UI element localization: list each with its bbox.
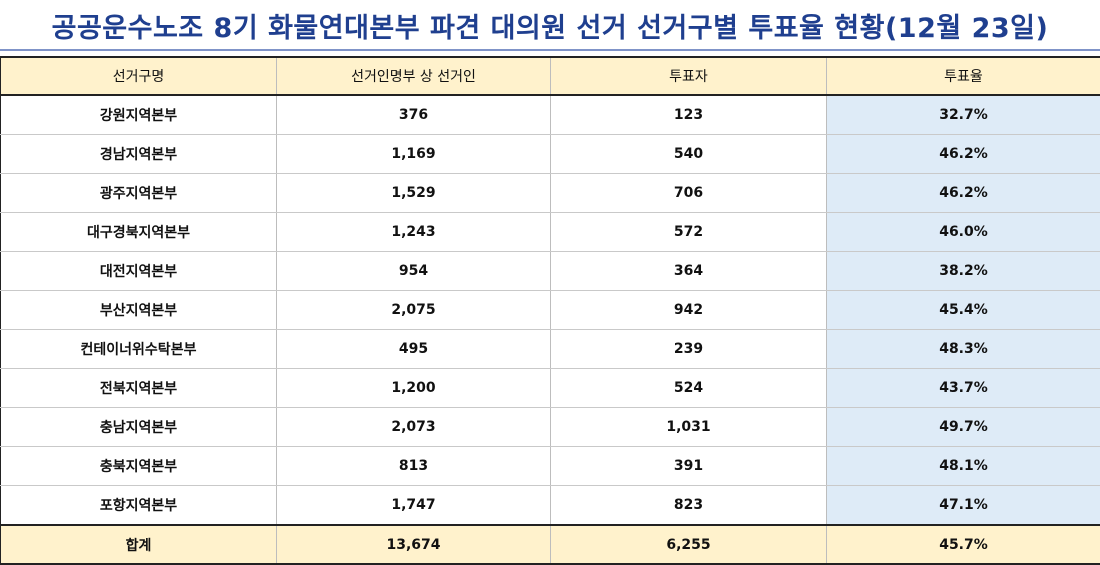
turnout-rate-cell: 46.2% [827, 174, 1100, 213]
header-turnout-rate: 투표율 [827, 57, 1100, 95]
header-district: 선거구명 [1, 57, 277, 95]
registered-voters-cell: 1,200 [277, 369, 551, 408]
voted-cell: 239 [551, 330, 827, 369]
table-row: 충북지역본부 813 391 48.1% [1, 447, 1100, 486]
district-cell: 대전지역본부 [1, 252, 277, 291]
registered-voters-cell: 1,747 [277, 486, 551, 526]
voted-cell: 391 [551, 447, 827, 486]
table-row: 대전지역본부 954 364 38.2% [1, 252, 1100, 291]
voted-cell: 572 [551, 213, 827, 252]
table-row: 전북지역본부 1,200 524 43.7% [1, 369, 1100, 408]
district-cell: 대구경북지역본부 [1, 213, 277, 252]
turnout-rate-cell: 43.7% [827, 369, 1100, 408]
voted-cell: 540 [551, 135, 827, 174]
total-voted: 6,255 [551, 525, 827, 564]
district-cell: 충북지역본부 [1, 447, 277, 486]
header-registered-voters: 선거인명부 상 선거인 [277, 57, 551, 95]
turnout-rate-cell: 46.0% [827, 213, 1100, 252]
registered-voters-cell: 1,243 [277, 213, 551, 252]
registered-voters-cell: 2,073 [277, 408, 551, 447]
title-bar: 공공운수노조 8기 화물연대본부 파견 대의원 선거 선거구별 투표율 현황(1… [0, 0, 1100, 50]
district-cell: 강원지역본부 [1, 95, 277, 135]
turnout-rate-cell: 32.7% [827, 95, 1100, 135]
table-row: 강원지역본부 376 123 32.7% [1, 95, 1100, 135]
table-row: 경남지역본부 1,169 540 46.2% [1, 135, 1100, 174]
table-row: 충남지역본부 2,073 1,031 49.7% [1, 408, 1100, 447]
registered-voters-cell: 376 [277, 95, 551, 135]
table-row: 대구경북지역본부 1,243 572 46.0% [1, 213, 1100, 252]
turnout-rate-cell: 45.4% [827, 291, 1100, 330]
voted-cell: 364 [551, 252, 827, 291]
voted-cell: 123 [551, 95, 827, 135]
total-registered-voters: 13,674 [277, 525, 551, 564]
district-cell: 경남지역본부 [1, 135, 277, 174]
turnout-rate-cell: 38.2% [827, 252, 1100, 291]
title-underline [0, 49, 1100, 51]
total-label: 합계 [1, 525, 277, 564]
turnout-rate-cell: 47.1% [827, 486, 1100, 526]
district-cell: 컨테이너위수탁본부 [1, 330, 277, 369]
district-cell: 충남지역본부 [1, 408, 277, 447]
total-row: 합계 13,674 6,255 45.7% [1, 525, 1100, 564]
turnout-rate-cell: 48.3% [827, 330, 1100, 369]
page-title: 공공운수노조 8기 화물연대본부 파견 대의원 선거 선거구별 투표율 현황(1… [52, 6, 1049, 45]
turnout-rate-cell: 46.2% [827, 135, 1100, 174]
header-voted: 투표자 [551, 57, 827, 95]
total-turnout-rate: 45.7% [827, 525, 1100, 564]
registered-voters-cell: 1,169 [277, 135, 551, 174]
table-row: 부산지역본부 2,075 942 45.4% [1, 291, 1100, 330]
turnout-rate-cell: 49.7% [827, 408, 1100, 447]
registered-voters-cell: 2,075 [277, 291, 551, 330]
table-row: 컨테이너위수탁본부 495 239 48.3% [1, 330, 1100, 369]
registered-voters-cell: 954 [277, 252, 551, 291]
registered-voters-cell: 813 [277, 447, 551, 486]
turnout-rate-cell: 48.1% [827, 447, 1100, 486]
registered-voters-cell: 1,529 [277, 174, 551, 213]
registered-voters-cell: 495 [277, 330, 551, 369]
voted-cell: 706 [551, 174, 827, 213]
table-row: 광주지역본부 1,529 706 46.2% [1, 174, 1100, 213]
voted-cell: 942 [551, 291, 827, 330]
district-cell: 부산지역본부 [1, 291, 277, 330]
voted-cell: 1,031 [551, 408, 827, 447]
district-cell: 전북지역본부 [1, 369, 277, 408]
district-cell: 광주지역본부 [1, 174, 277, 213]
header-row: 선거구명 선거인명부 상 선거인 투표자 투표율 [1, 57, 1100, 95]
table-row: 포항지역본부 1,747 823 47.1% [1, 486, 1100, 526]
turnout-table: 선거구명 선거인명부 상 선거인 투표자 투표율 강원지역본부 376 123 … [0, 56, 1100, 565]
voted-cell: 524 [551, 369, 827, 408]
district-cell: 포항지역본부 [1, 486, 277, 526]
voted-cell: 823 [551, 486, 827, 526]
